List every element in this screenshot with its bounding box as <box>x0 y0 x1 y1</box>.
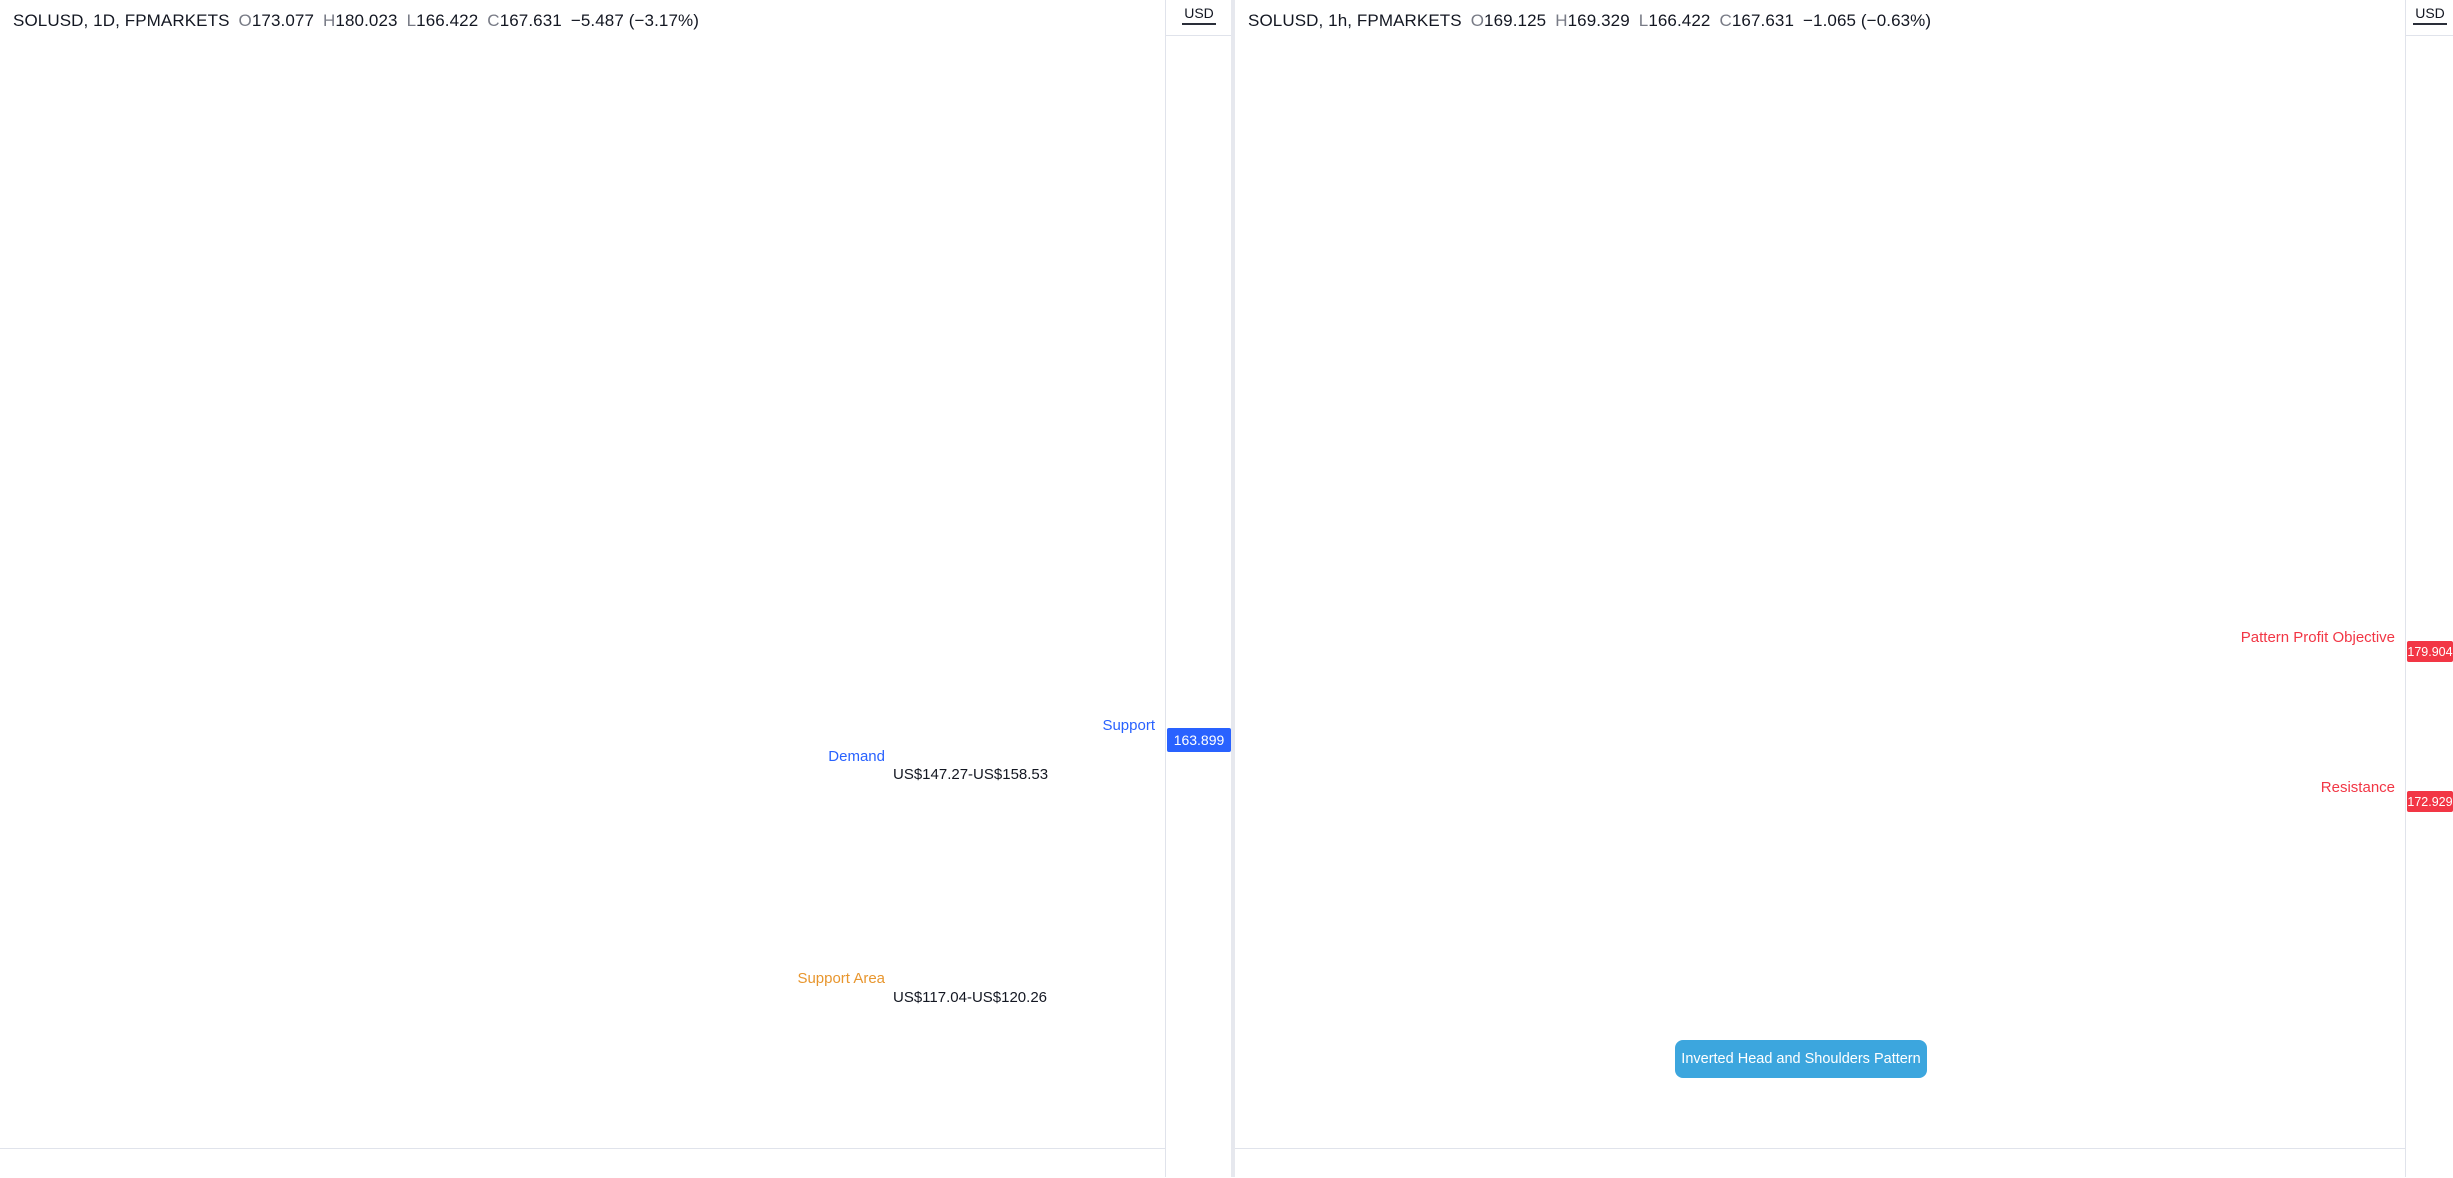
resistance-label: Resistance <box>2320 779 2395 796</box>
open-value: 169.125 <box>1484 11 1547 30</box>
close-label: C <box>1719 11 1732 30</box>
high-value: 180.023 <box>335 11 398 30</box>
high-label: H <box>323 11 336 30</box>
support-area-label: Support Area <box>797 970 885 987</box>
resistance-price-tag: 172.929 <box>2407 791 2453 812</box>
demand-label: Demand <box>828 748 885 765</box>
close-value: 167.631 <box>1731 11 1795 30</box>
support-label: Support <box>1102 717 1155 734</box>
high-label: H <box>1555 11 1568 30</box>
low-value: 166.422 <box>416 11 479 30</box>
axis-currency-daily: USD <box>1166 0 1232 36</box>
pattern-callout[interactable]: Inverted Head and Shoulders Pattern <box>1675 1040 1927 1078</box>
low-value: 166.422 <box>1648 11 1711 30</box>
demand-range-text: US$147.27-US$158.53 <box>893 766 1049 783</box>
chart-pane-daily: SOLUSD, 1D, FPMARKETS O173.077 H180.023 L16… <box>0 0 1232 1178</box>
symbol-title[interactable]: SOLUSD, 1D, FPMARKETS <box>13 11 230 30</box>
change-value: −1.065 (−0.63%) <box>1803 11 1932 30</box>
open-label: O <box>1470 11 1485 30</box>
chart-pane-hourly: SOLUSD, 1h, FPMARKETS O169.125 H169.329 L16… <box>1235 0 2453 1178</box>
change-value: −5.487 (−3.17%) <box>570 11 699 30</box>
open-value: 173.077 <box>251 11 315 30</box>
time-axis-hourly[interactable] <box>1235 1148 2453 1178</box>
low-label: L <box>1638 11 1649 30</box>
daily-chart-canvas[interactable] <box>0 0 1165 1148</box>
high-value: 169.329 <box>1567 11 1630 30</box>
chart-legend-hourly: SOLUSD, 1h, FPMARKETS O169.125 H169.329 L16… <box>1248 11 1931 31</box>
chart-legend-daily: SOLUSD, 1D, FPMARKETS O173.077 H180.023 L16… <box>13 11 699 31</box>
low-label: L <box>406 11 417 30</box>
time-axis-daily[interactable] <box>0 1148 1231 1178</box>
pane-divider[interactable] <box>1231 0 1235 1177</box>
hourly-chart-canvas[interactable] <box>1235 0 2405 1148</box>
symbol-title[interactable]: SOLUSD, 1h, FPMARKETS <box>1248 11 1462 30</box>
open-label: O <box>238 11 252 30</box>
pattern-profit-objective-label: Pattern Profit Objective <box>2240 629 2395 646</box>
close-value: 167.631 <box>499 11 562 30</box>
support-area-range-text: US$117.04-US$120.26 <box>893 989 1047 1006</box>
price-axis-daily[interactable]: USD 163.899 <box>1165 0 1232 1177</box>
close-label: C <box>487 11 500 30</box>
support-price-tag: 163.899 <box>1167 728 1231 752</box>
ppo-price-tag: 179.904 <box>2407 641 2453 662</box>
price-axis-hourly[interactable]: USD 179.904 172.929 <box>2405 0 2453 1177</box>
axis-currency-hourly: USD <box>2406 0 2453 36</box>
